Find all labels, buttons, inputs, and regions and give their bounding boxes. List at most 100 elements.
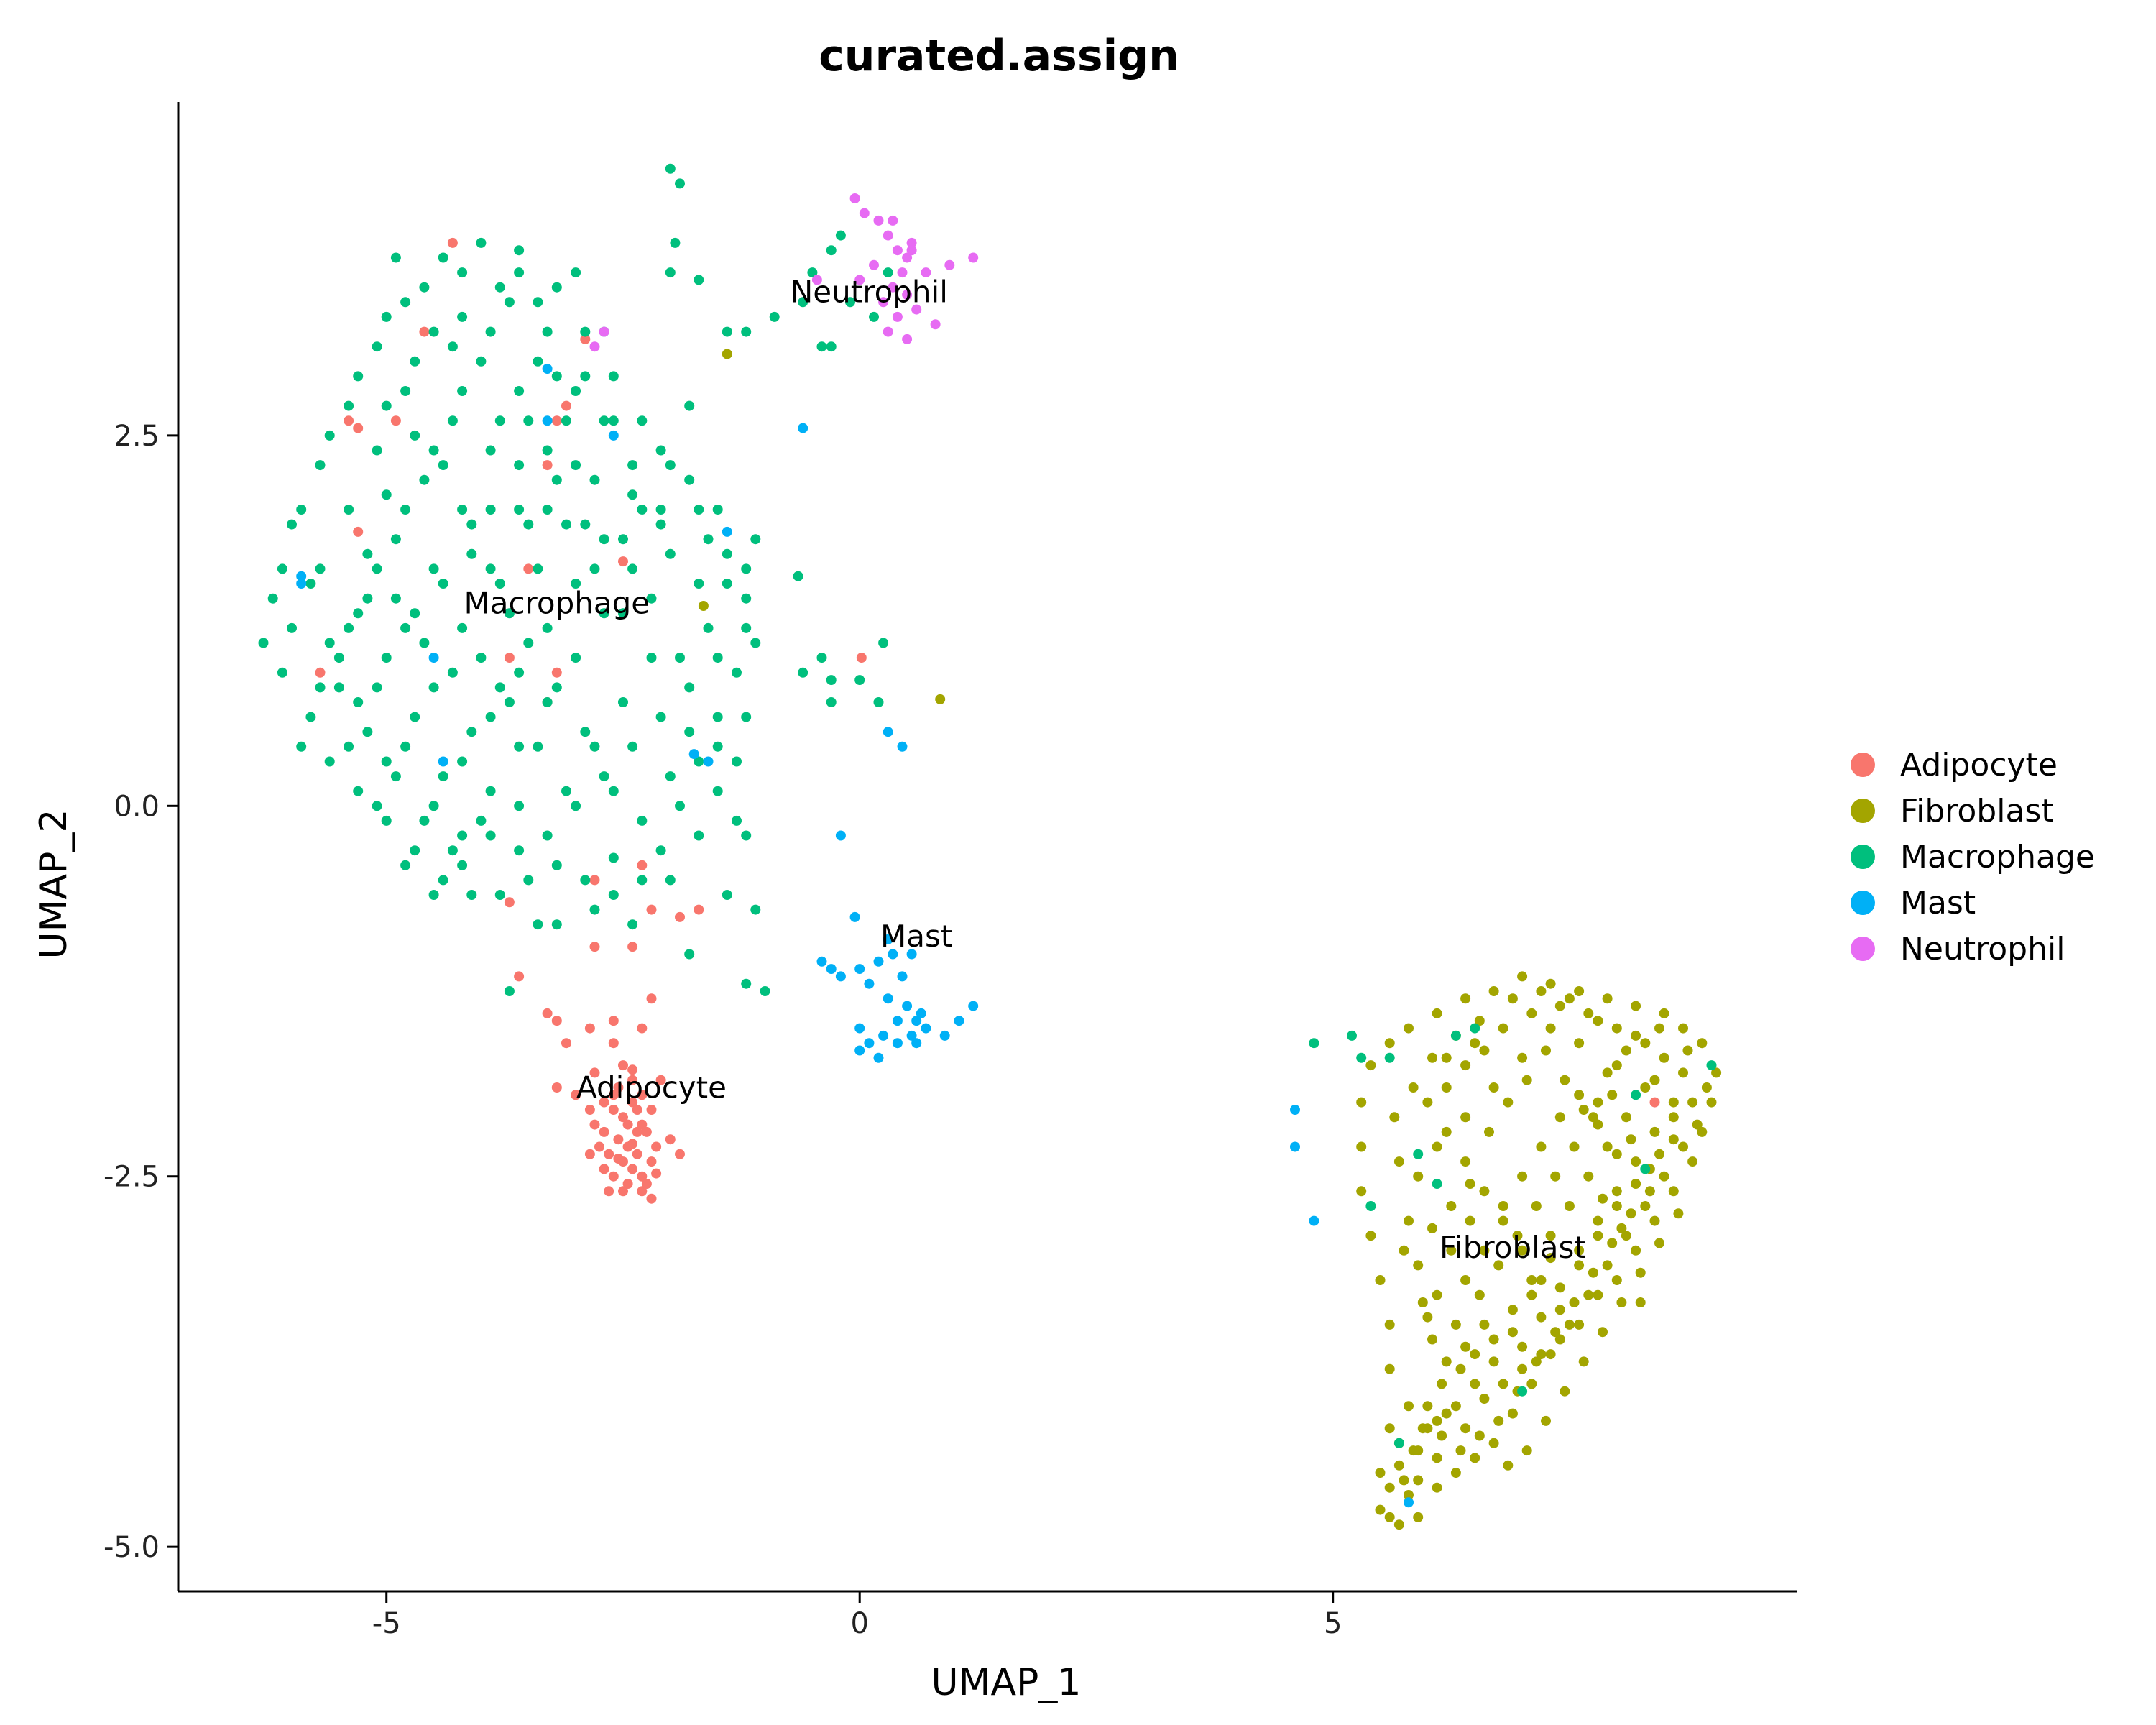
point-fibroblast (1706, 1097, 1717, 1108)
point-adipocyte (618, 1186, 628, 1197)
point-macrophage (627, 564, 638, 574)
point-macrophage (466, 890, 477, 900)
point-fibroblast (1450, 1401, 1461, 1412)
point-macrophage (1631, 1090, 1641, 1100)
point-mast (438, 756, 448, 767)
point-macrophage (646, 593, 657, 604)
point-macrophage (793, 571, 803, 581)
point-fibroblast (1422, 1401, 1433, 1412)
point-macrophage (551, 282, 562, 293)
point-fibroblast (1611, 1186, 1622, 1197)
point-macrophage (551, 860, 562, 870)
point-macrophage (722, 579, 732, 589)
point-adipocyte (646, 1105, 657, 1115)
point-fibroblast (1574, 1260, 1585, 1271)
point-fibroblast (1578, 1356, 1589, 1367)
point-fibroblast (1399, 1475, 1409, 1486)
point-fibroblast (1432, 1141, 1442, 1152)
point-fibroblast (1393, 1460, 1404, 1471)
point-mast (688, 749, 699, 760)
point-fibroblast (1507, 993, 1518, 1004)
point-mast (722, 526, 732, 537)
point-adipocyte (627, 1164, 638, 1174)
point-neutrophil (888, 215, 898, 226)
point-fibroblast (1602, 993, 1613, 1004)
point-macrophage (571, 460, 581, 471)
point-macrophage (466, 519, 477, 530)
point-macrophage (287, 519, 297, 530)
point-fibroblast (1631, 1179, 1641, 1189)
point-macrophage (655, 845, 666, 856)
point-macrophage (315, 682, 326, 693)
point-macrophage (362, 593, 373, 604)
point-fibroblast (1437, 1379, 1447, 1389)
point-fibroblast (1668, 1112, 1679, 1123)
point-adipocyte (637, 1171, 648, 1182)
point-fibroblast (1432, 1289, 1442, 1300)
point-macrophage (826, 697, 837, 707)
point-fibroblast (1564, 993, 1575, 1004)
point-fibroblast (1569, 1297, 1580, 1307)
point-fibroblast (1554, 1112, 1565, 1123)
point-neutrophil (906, 245, 917, 256)
point-fibroblast (1417, 1297, 1428, 1307)
point-macrophage (1384, 1052, 1395, 1063)
point-neutrophil (859, 208, 870, 218)
point-macrophage (410, 608, 420, 619)
point-mast (911, 1016, 922, 1026)
point-macrophage (344, 400, 354, 411)
point-macrophage (410, 712, 420, 722)
point-adipocyte (613, 1082, 624, 1092)
point-macrophage (741, 622, 752, 633)
point-macrophage (390, 252, 401, 263)
point-macrophage (637, 505, 648, 515)
point-fibroblast (1393, 1156, 1404, 1167)
point-macrophage (485, 505, 496, 515)
point-adipocyte (632, 1149, 642, 1159)
point-fibroblast (1536, 1312, 1547, 1322)
point-fibroblast (1659, 1171, 1669, 1182)
point-macrophage (438, 460, 448, 471)
point-fibroblast (1564, 1319, 1575, 1330)
point-macrophage (324, 756, 335, 767)
point-fibroblast (1635, 1267, 1646, 1278)
point-macrophage (694, 579, 704, 589)
point-adipocyte (344, 415, 354, 426)
point-macrophage (816, 341, 827, 352)
point-fibroblast (1384, 1319, 1395, 1330)
point-fibroblast (1560, 1075, 1570, 1085)
point-macrophage (457, 860, 468, 870)
point-fibroblast (1593, 1097, 1603, 1108)
point-fibroblast (1455, 1445, 1466, 1456)
point-fibroblast (1437, 1430, 1447, 1441)
point-mast (939, 1030, 950, 1041)
point-fibroblast (1631, 1245, 1641, 1256)
point-macrophage (608, 786, 619, 796)
point-macrophage (760, 986, 770, 996)
point-macrophage (665, 460, 676, 471)
point-fibroblast (1654, 1149, 1664, 1159)
point-adipocyte (651, 1168, 662, 1179)
point-macrophage (372, 801, 382, 811)
point-mast (854, 1045, 865, 1056)
point-fibroblast (1460, 1060, 1471, 1071)
point-fibroblast (1493, 1415, 1504, 1426)
point-macrophage (494, 415, 505, 426)
point-adipocyte (608, 1038, 619, 1049)
point-mast (883, 727, 893, 737)
point-adipocyte (353, 526, 364, 537)
point-macrophage (571, 653, 581, 663)
point-fibroblast (1611, 1275, 1622, 1285)
point-adipocyte (675, 911, 685, 922)
point-fibroblast (1678, 1067, 1688, 1078)
point-macrophage (485, 564, 496, 574)
point-mast (1404, 1497, 1414, 1508)
point-fibroblast (1404, 1215, 1414, 1226)
point-macrophage (551, 474, 562, 485)
point-fibroblast (1479, 1394, 1490, 1404)
point-fibroblast (1389, 1112, 1400, 1123)
point-fibroblast (1654, 1023, 1664, 1034)
point-fibroblast (1399, 1245, 1409, 1256)
point-macrophage (741, 564, 752, 574)
point-macrophage (722, 890, 732, 900)
